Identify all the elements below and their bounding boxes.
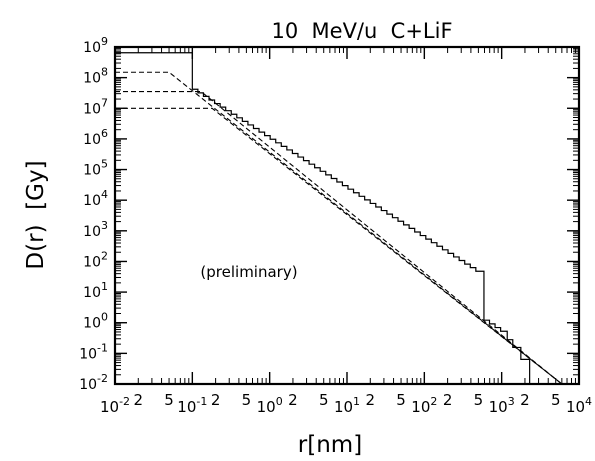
y-tick-label: 10-2 xyxy=(79,372,108,393)
x-tick-label-exponent: -2 xyxy=(119,395,130,408)
x-minor-tick-label: 2 xyxy=(520,391,530,409)
y-tick-label: 104 xyxy=(83,188,108,209)
plot-frame xyxy=(113,45,581,386)
x-tick-label-base: 10 xyxy=(566,398,585,416)
x-tick-label-base: 10 xyxy=(489,398,508,416)
y-tick-label-base: 10 xyxy=(83,254,101,270)
x-tick-label-exponent: 2 xyxy=(430,395,437,408)
x-tick-label-exponent: 0 xyxy=(276,395,283,408)
x-tick-label: 104 xyxy=(566,395,592,416)
x-tick-label: 10-2 xyxy=(100,395,130,416)
chart-title: 10 MeV/u C+LiF xyxy=(271,19,452,43)
y-tick-label-base: 10 xyxy=(83,285,101,301)
x-minor-tick-label: 5 xyxy=(164,391,174,409)
x-tick-label-base: 10 xyxy=(334,398,353,416)
y-major-ticks xyxy=(115,46,579,385)
x-major-ticks xyxy=(114,47,580,384)
y-tick-label: 106 xyxy=(83,127,108,148)
x-tick-label-exponent: 1 xyxy=(353,395,360,408)
x-tick-label: 102 xyxy=(411,395,437,416)
x-minor-tick-label: 2 xyxy=(288,391,298,409)
x-tick-label-exponent: 4 xyxy=(585,395,592,408)
y-tick-label: 100 xyxy=(83,311,108,332)
y-minor-ticks xyxy=(115,47,579,376)
preliminary-annotation: (preliminary) xyxy=(200,263,297,281)
y-tick-label-base: 10 xyxy=(79,346,97,362)
y-tick-label: 109 xyxy=(83,35,108,56)
x-tick-label-exponent: -1 xyxy=(196,395,207,408)
y-tick-label-base: 10 xyxy=(83,101,101,117)
y-tick-label: 103 xyxy=(83,219,108,240)
x-minor-tick-label: 5 xyxy=(242,391,252,409)
x-tick-label-base: 10 xyxy=(100,398,119,416)
series-layer xyxy=(115,52,563,384)
x-minor-tick-label: 2 xyxy=(211,391,221,409)
y-tick-label-exponent: -1 xyxy=(97,341,108,354)
x-minor-tick-label: 2 xyxy=(366,391,376,409)
x-minor-tick-label: 5 xyxy=(474,391,484,409)
x-minor-ticks xyxy=(137,47,576,384)
x-tick-label-base: 10 xyxy=(177,398,196,416)
y-tick-label-exponent: 3 xyxy=(101,219,108,232)
x-minor-tick-label: 5 xyxy=(396,391,406,409)
y-tick-label-base: 10 xyxy=(83,40,101,56)
x-tick-label: 100 xyxy=(257,395,283,416)
y-tick-label: 105 xyxy=(83,158,108,179)
x-minor-tick-label: 2 xyxy=(134,391,144,409)
y-tick-label-exponent: 9 xyxy=(101,35,108,48)
y-tick-label-base: 10 xyxy=(83,132,101,148)
series-dashed-curve-1 xyxy=(115,71,563,384)
y-axis-label: D(r) [Gy] xyxy=(23,160,49,269)
x-tick-label-exponent: 3 xyxy=(508,395,515,408)
y-tick-label: 101 xyxy=(83,280,108,301)
y-tick-label-base: 10 xyxy=(83,316,101,332)
y-tick-label-exponent: 1 xyxy=(101,280,108,293)
x-tick-label: 101 xyxy=(334,395,360,416)
x-axis-label: r[nm] xyxy=(298,432,362,458)
y-tick-label-exponent: 8 xyxy=(101,66,108,79)
x-tick-labels: 10-2 10-1 100 101 102 103 104 xyxy=(100,395,592,416)
y-tick-label-exponent: 4 xyxy=(101,188,108,201)
x-minor-tick-labels: 2 5 2 5 2 5 2 5 2 5 2 5 xyxy=(134,391,561,409)
y-tick-label-base: 10 xyxy=(83,224,101,240)
y-tick-label: 108 xyxy=(83,66,108,87)
y-tick-label-exponent: 2 xyxy=(101,249,108,262)
series-step-curve xyxy=(115,52,531,384)
y-tick-label: 102 xyxy=(83,249,108,270)
y-tick-label-base: 10 xyxy=(83,193,101,209)
y-tick-label: 107 xyxy=(83,96,108,117)
series-dashed-curve-3 xyxy=(115,107,563,384)
x-minor-tick-label: 2 xyxy=(443,391,453,409)
x-minor-tick-label: 5 xyxy=(319,391,329,409)
y-tick-label-base: 10 xyxy=(83,163,101,179)
x-tick-label: 10-1 xyxy=(177,395,207,416)
series-dashed-curve-2 xyxy=(115,91,563,384)
x-tick-label: 103 xyxy=(489,395,515,416)
y-tick-label-exponent: 7 xyxy=(101,96,108,109)
y-tick-label-exponent: 6 xyxy=(101,127,108,140)
x-minor-tick-label: 5 xyxy=(551,391,561,409)
y-tick-label: 10-1 xyxy=(79,341,108,362)
x-tick-label-base: 10 xyxy=(257,398,276,416)
y-tick-label-exponent: 5 xyxy=(101,158,108,171)
y-tick-label-base: 10 xyxy=(79,377,97,393)
x-tick-label-base: 10 xyxy=(411,398,430,416)
y-tick-label-exponent: -2 xyxy=(97,372,108,385)
y-tick-label-base: 10 xyxy=(83,71,101,87)
y-tick-label-exponent: 0 xyxy=(101,311,108,324)
